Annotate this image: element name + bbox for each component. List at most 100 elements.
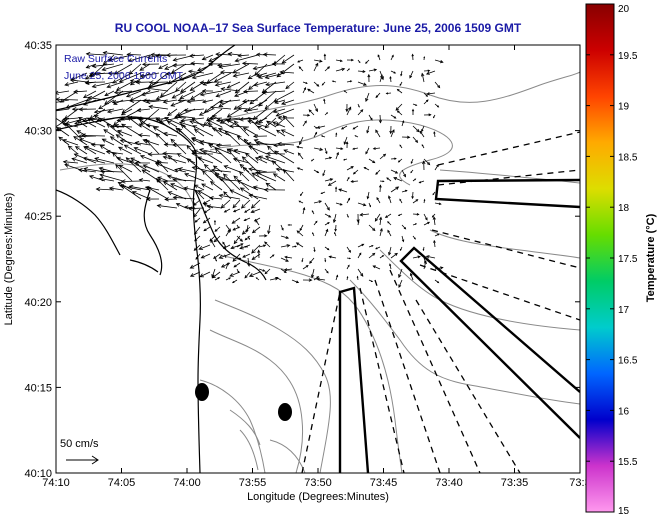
current-arrow	[194, 217, 201, 223]
current-arrow	[233, 235, 241, 245]
current-arrow	[346, 80, 353, 83]
current-arrow	[197, 156, 214, 164]
current-arrow	[248, 271, 261, 277]
current-arrow	[199, 271, 211, 278]
current-arrow	[247, 257, 251, 267]
current-arrow	[145, 123, 160, 128]
current-arrow	[283, 149, 295, 155]
current-arrow	[215, 90, 232, 98]
current-arrow	[335, 151, 339, 160]
current-arrow	[399, 81, 403, 87]
current-arrow	[136, 116, 160, 121]
current-arrow	[321, 81, 326, 86]
current-arrow	[217, 127, 241, 137]
current-arrow	[356, 275, 359, 281]
current-arrow	[340, 125, 348, 130]
current-arrow	[357, 268, 364, 277]
current-arrow	[346, 176, 350, 182]
colorbar-tick-label: 18.5	[618, 152, 638, 163]
current-arrow	[242, 99, 259, 104]
current-arrow	[244, 235, 251, 241]
current-arrow	[421, 144, 425, 149]
current-arrow	[350, 180, 359, 183]
current-arrow	[238, 171, 250, 182]
current-arrow	[142, 98, 160, 103]
current-arrow	[423, 113, 432, 117]
current-arrow	[138, 123, 160, 137]
current-arrow	[327, 180, 337, 186]
current-arrow	[222, 244, 231, 249]
current-arrow	[368, 114, 373, 121]
current-arrow	[313, 169, 320, 174]
current-arrow	[323, 98, 326, 105]
current-arrow	[324, 268, 329, 274]
current-arrow	[90, 142, 106, 147]
current-arrow	[254, 157, 268, 164]
current-arrow	[323, 53, 327, 61]
current-arrow	[248, 193, 268, 200]
current-arrow	[201, 88, 214, 93]
colorbar: 20 19.5 19 18.5 18 17.5 17 16.5 16 15.5 15 Tempera…	[585, 3, 657, 517]
current-arrow	[126, 52, 142, 57]
current-arrow	[308, 109, 315, 116]
current-arrow	[313, 246, 316, 253]
current-arrow	[423, 99, 429, 105]
current-arrow	[202, 151, 223, 164]
current-arrow	[385, 92, 392, 95]
current-arrow	[331, 80, 337, 83]
current-arrow	[335, 147, 344, 151]
current-arrow	[218, 253, 231, 259]
current-arrow	[203, 164, 223, 182]
current-arrow	[162, 155, 187, 164]
current-arrow	[324, 228, 329, 237]
current-arrow	[211, 271, 221, 279]
current-arrow	[162, 181, 178, 191]
current-arrow	[203, 208, 211, 214]
current-arrow	[265, 182, 277, 191]
current-arrow	[170, 138, 187, 155]
current-arrow	[269, 254, 275, 259]
current-arrow	[227, 51, 241, 57]
current-arrow	[365, 59, 370, 64]
current-arrow	[56, 90, 70, 95]
current-arrow	[423, 56, 426, 61]
current-arrow	[335, 59, 343, 63]
current-arrow	[297, 59, 304, 63]
current-arrow	[135, 80, 151, 85]
current-arrow	[123, 144, 142, 155]
current-arrow	[186, 99, 205, 104]
current-arrow	[298, 200, 304, 204]
current-arrow	[393, 177, 403, 182]
current-vectors	[56, 50, 444, 289]
colorbar-ticks: 20 19.5 19 18.5 18 17.5 17 16.5 16 15.5 15	[586, 3, 638, 517]
current-arrow	[352, 125, 359, 130]
current-arrow	[357, 243, 365, 248]
current-arrow	[291, 245, 297, 248]
current-arrow	[61, 119, 79, 137]
current-arrow	[78, 168, 97, 173]
current-arrow	[252, 108, 268, 121]
y-tick-label: 40:25	[24, 211, 52, 223]
current-arrow	[213, 219, 216, 226]
current-arrow	[324, 202, 330, 211]
x-tick-label: 73:50	[304, 477, 332, 489]
current-arrow	[434, 202, 442, 206]
current-arrow	[189, 271, 201, 277]
current-arrow	[231, 279, 238, 284]
current-arrow	[243, 217, 251, 222]
current-arrow	[244, 208, 251, 213]
current-arrow	[251, 253, 261, 260]
current-arrow	[207, 119, 223, 128]
current-arrow	[258, 90, 277, 107]
current-arrow	[106, 81, 124, 89]
current-arrow	[250, 199, 261, 209]
x-tick-label: 74:00	[173, 477, 201, 489]
current-arrow	[62, 138, 79, 146]
current-arrow	[378, 114, 382, 124]
current-arrow	[78, 107, 97, 112]
current-arrow	[368, 202, 372, 208]
current-arrow	[172, 195, 196, 200]
colorbar-bar	[585, 3, 615, 513]
current-arrow	[298, 66, 304, 72]
current-arrow	[295, 242, 304, 248]
